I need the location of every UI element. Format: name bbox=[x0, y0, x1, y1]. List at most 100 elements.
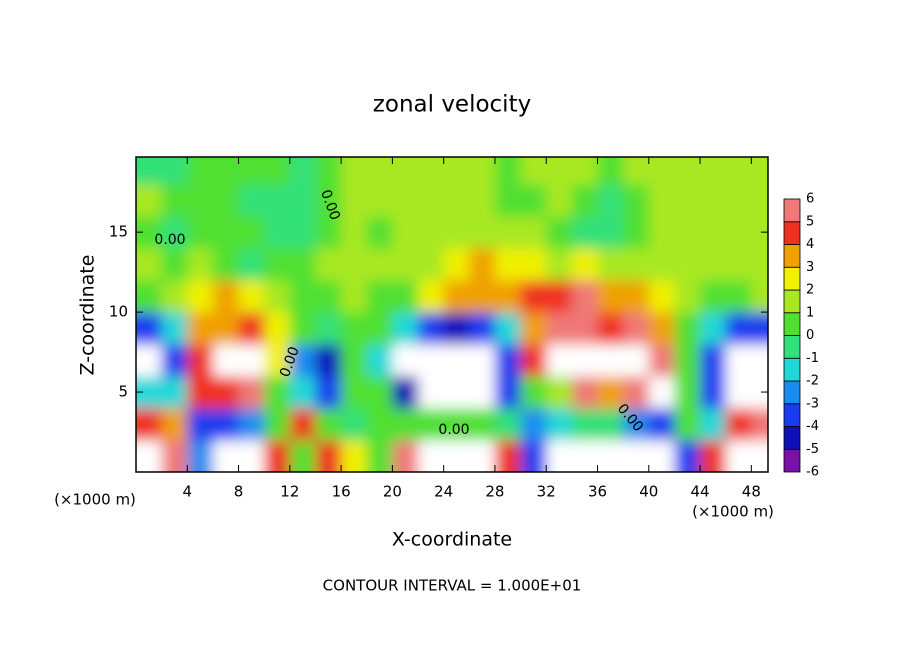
heatmap-cell bbox=[443, 280, 470, 313]
heatmap-cell bbox=[366, 248, 393, 281]
x-tick-label: 28 bbox=[485, 483, 504, 501]
chart-title: zonal velocity bbox=[373, 92, 531, 118]
heatmap-cell bbox=[315, 184, 342, 217]
heatmap-cell bbox=[546, 440, 573, 472]
heatmap-cell bbox=[520, 248, 547, 281]
heatmap-cell bbox=[392, 248, 419, 281]
heatmap-cell bbox=[648, 184, 675, 217]
colorbar-box bbox=[783, 335, 801, 359]
heatmap-cell bbox=[315, 376, 342, 409]
heatmap-cell bbox=[546, 216, 573, 249]
heatmap-cell bbox=[751, 344, 768, 377]
heatmap-cell bbox=[571, 184, 599, 217]
heatmap-cell bbox=[187, 344, 214, 377]
heatmap-cell bbox=[571, 157, 599, 185]
x-tick-label: 40 bbox=[639, 483, 658, 501]
colorbar-box bbox=[783, 289, 801, 314]
colorbar-label: 1 bbox=[806, 305, 814, 320]
colorbar-box bbox=[783, 221, 801, 245]
x-tick-label: 12 bbox=[280, 483, 299, 501]
heatmap-cell bbox=[623, 157, 650, 185]
heatmap-cell bbox=[546, 344, 573, 377]
heatmap-cell bbox=[187, 184, 214, 217]
heatmap-cell bbox=[264, 344, 291, 377]
colorbar-label: -4 bbox=[806, 419, 819, 434]
heatmap-cell bbox=[187, 157, 214, 185]
heatmap-cell bbox=[187, 376, 214, 409]
heatmap-cell bbox=[289, 376, 316, 409]
heatmap-cell bbox=[494, 157, 522, 185]
heatmap-cell bbox=[494, 248, 522, 281]
colorbar-box bbox=[783, 403, 801, 427]
heatmap-cell bbox=[725, 216, 752, 249]
heatmap-cell bbox=[366, 312, 393, 345]
heatmap-cell bbox=[751, 280, 768, 313]
heatmap-cell bbox=[289, 157, 316, 185]
heatmap-cell bbox=[289, 280, 316, 313]
heatmap-cell bbox=[366, 216, 393, 249]
x-tick-label: 20 bbox=[383, 483, 402, 501]
heatmap-cell bbox=[289, 216, 316, 249]
heatmap-cell bbox=[315, 280, 342, 313]
heatmap-cell bbox=[187, 248, 214, 281]
heatmap-cell bbox=[289, 312, 316, 345]
colorbar-label: -5 bbox=[806, 442, 819, 457]
heatmap-cell bbox=[520, 408, 547, 441]
heatmap-cell bbox=[700, 440, 727, 472]
y-tick-label: 15 bbox=[109, 223, 128, 241]
heatmap-cell bbox=[700, 216, 727, 249]
heatmap-cell bbox=[469, 440, 496, 472]
heatmap-cell bbox=[648, 376, 675, 409]
footnote: CONTOUR INTERVAL = 1.000E+01 bbox=[323, 577, 582, 595]
heatmap-cell bbox=[725, 376, 752, 409]
field bbox=[136, 157, 768, 472]
heatmap-cell bbox=[161, 248, 188, 281]
heatmap-cell bbox=[674, 408, 701, 441]
y-tick-label: 5 bbox=[118, 383, 128, 401]
heatmap-cell bbox=[700, 344, 727, 377]
heatmap-cell bbox=[238, 344, 265, 377]
x-axis-label: X-coordinate bbox=[392, 529, 512, 551]
heatmap-cell bbox=[597, 312, 624, 345]
heatmap-cell bbox=[187, 440, 214, 472]
heatmap-cell bbox=[597, 280, 624, 313]
heatmap-cell bbox=[392, 216, 419, 249]
heatmap-cell bbox=[366, 440, 393, 472]
heatmap-cell bbox=[238, 376, 265, 409]
heatmap-cell bbox=[366, 184, 393, 217]
heatmap-cell bbox=[418, 184, 445, 217]
heatmap-cell bbox=[674, 157, 701, 185]
heatmap-cell bbox=[469, 216, 496, 249]
heatmap-cell bbox=[546, 157, 573, 185]
heatmap-cell bbox=[700, 184, 727, 217]
heatmap-cell bbox=[725, 344, 752, 377]
heatmap-cell bbox=[623, 440, 650, 472]
heatmap-cell bbox=[571, 376, 599, 409]
heatmap-cell bbox=[443, 216, 470, 249]
x-unit-label: (×1000 m) bbox=[692, 503, 774, 521]
heatmap-cell bbox=[700, 248, 727, 281]
heatmap-cell bbox=[392, 344, 419, 377]
heatmap-cell bbox=[289, 408, 316, 441]
heatmap-cell bbox=[623, 216, 650, 249]
heatmap-cell bbox=[546, 184, 573, 217]
heatmap-cell bbox=[161, 376, 188, 409]
heatmap-cell bbox=[187, 408, 214, 441]
heatmap-cell bbox=[161, 344, 188, 377]
colorbar-box bbox=[783, 198, 801, 223]
heatmap-cell bbox=[494, 184, 522, 217]
heatmap-cell bbox=[136, 280, 163, 313]
heatmap-cell bbox=[725, 312, 752, 345]
heatmap-cell bbox=[751, 408, 768, 441]
x-tick-label: 16 bbox=[332, 483, 351, 501]
heatmap-cell bbox=[520, 312, 547, 345]
heatmap-cell bbox=[674, 344, 701, 377]
heatmap-cell bbox=[418, 376, 445, 409]
heatmap-cell bbox=[571, 408, 599, 441]
heatmap-cell bbox=[623, 344, 650, 377]
heatmap-cell bbox=[751, 376, 768, 409]
colorbar-label: 2 bbox=[806, 283, 814, 298]
colorbar-box bbox=[783, 266, 801, 291]
